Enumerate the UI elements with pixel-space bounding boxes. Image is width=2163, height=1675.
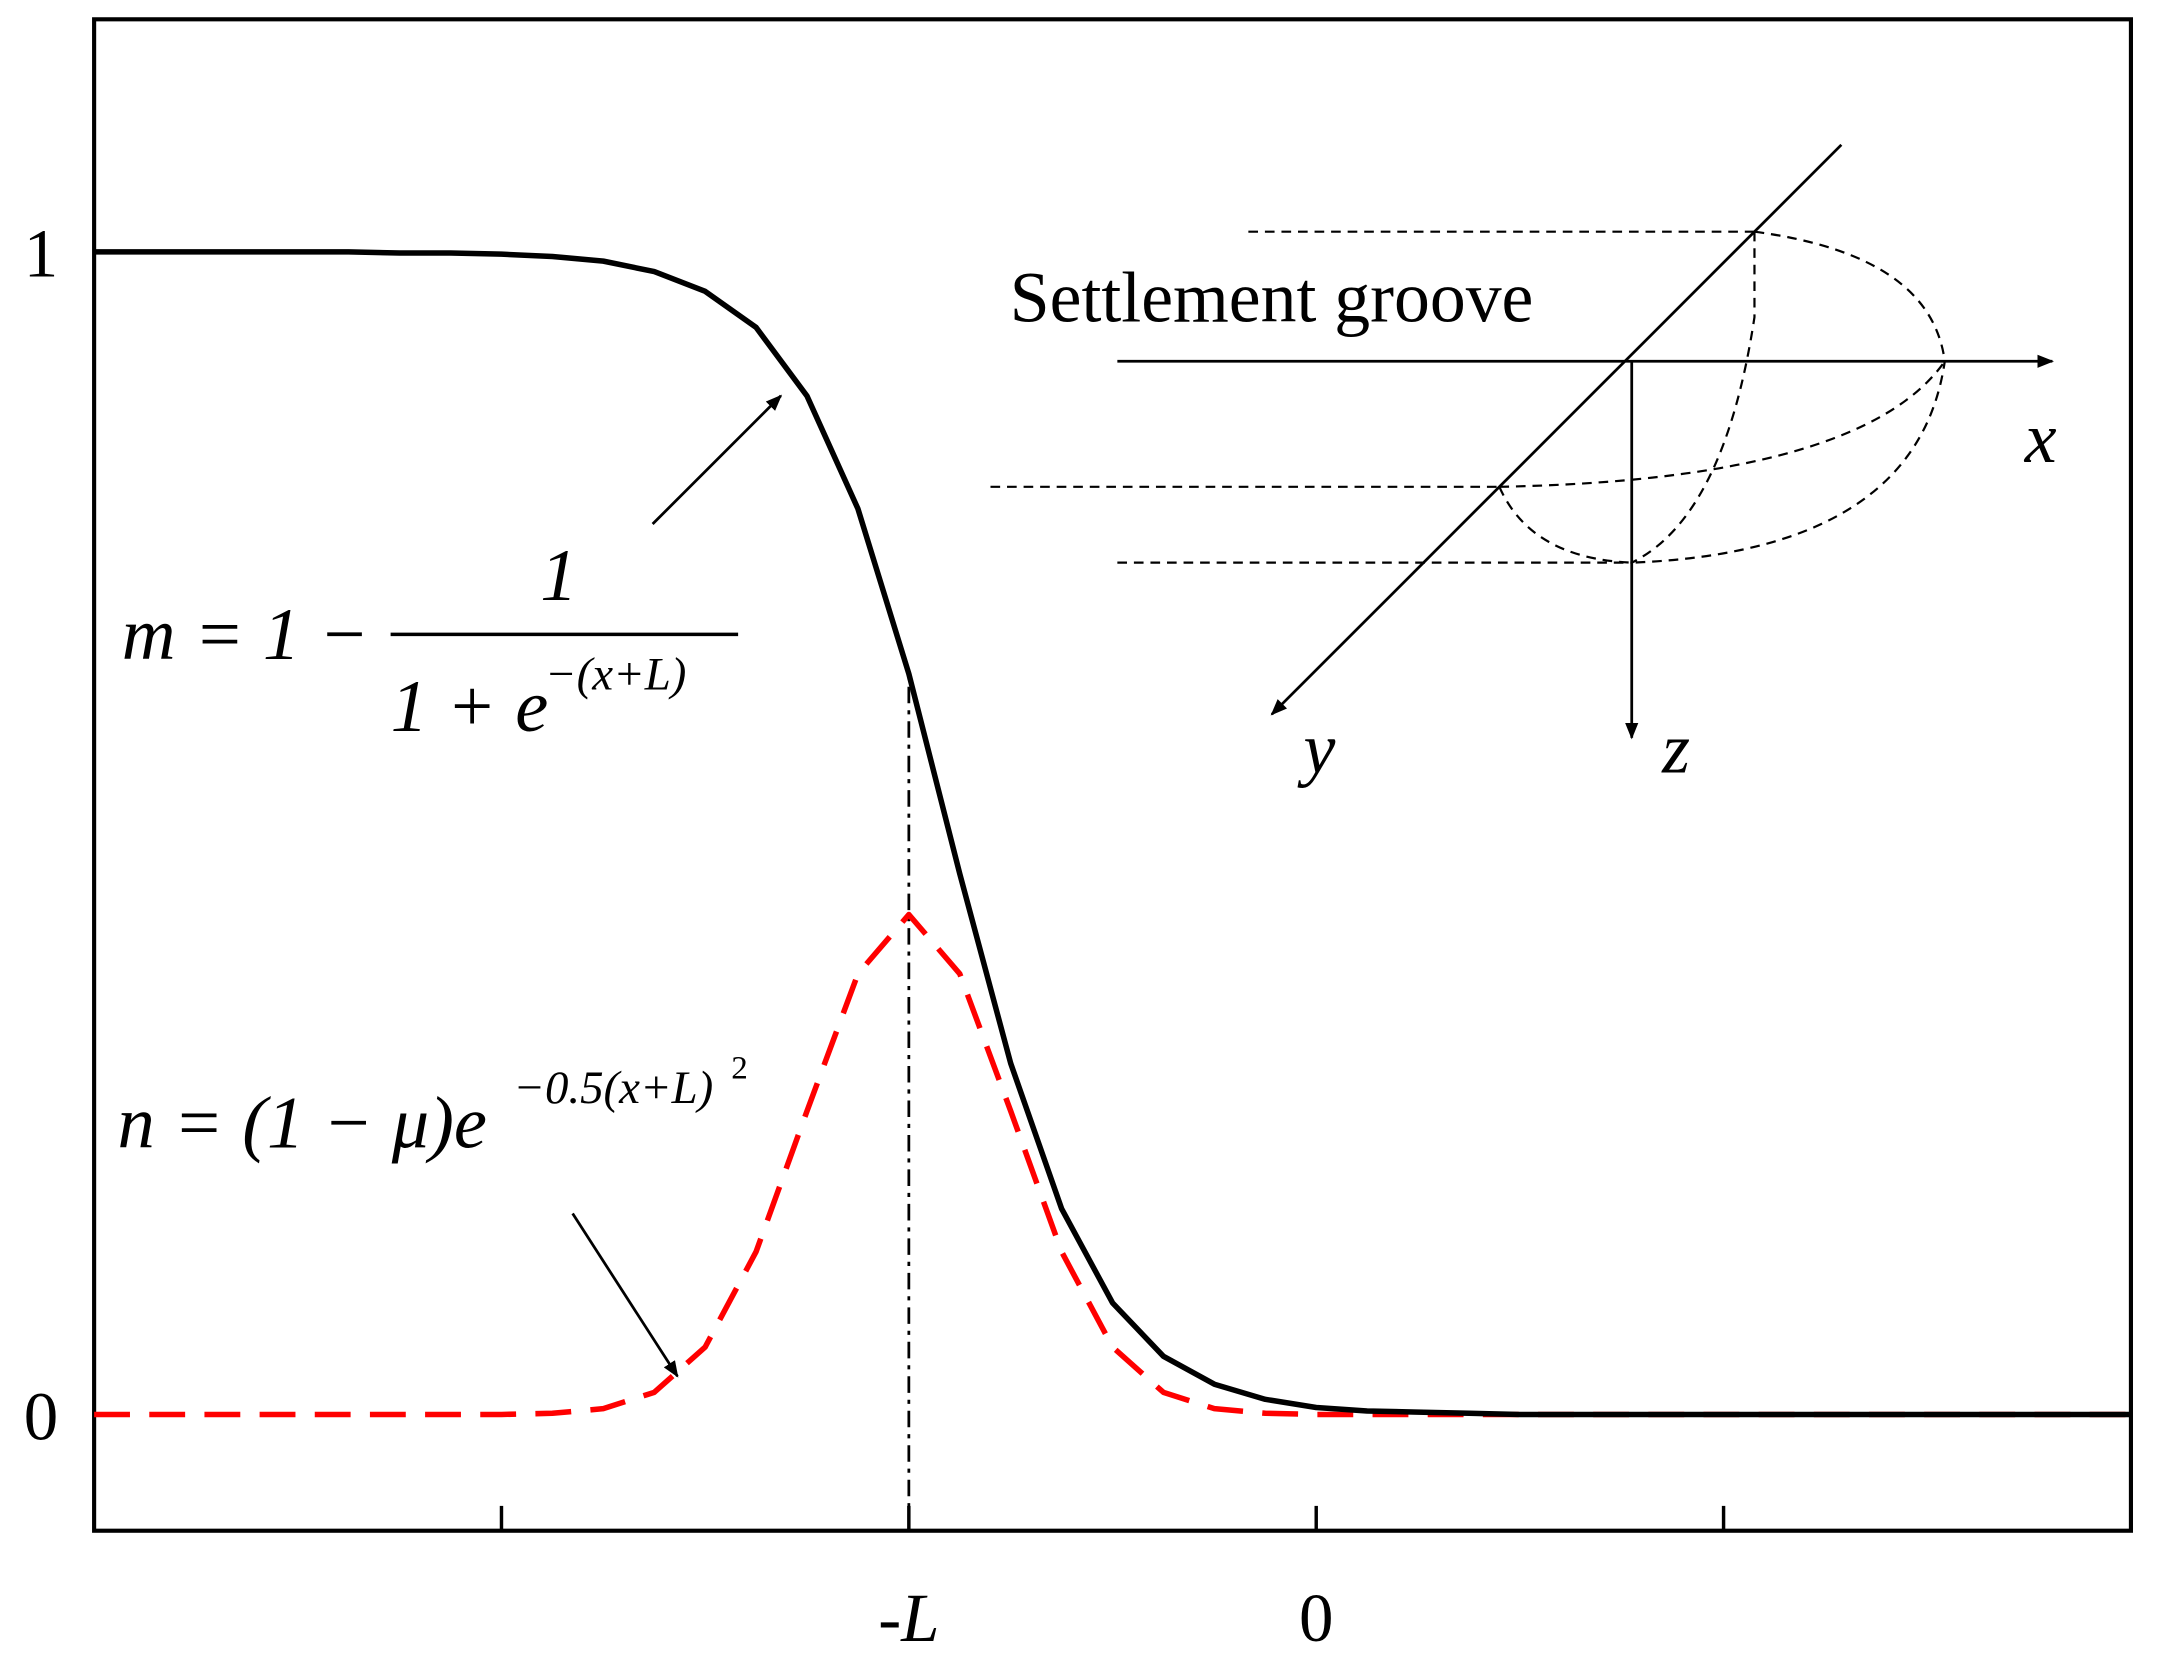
x-tick-label: -L	[878, 1580, 939, 1656]
plot-frame	[92, 17, 2134, 1533]
groove-outline	[1631, 231, 1756, 564]
inset-axis-label: x	[2024, 398, 2057, 478]
formula-exponent: −0.5(x+L)	[513, 1062, 713, 1114]
inset-diagram: Settlement groove x y z	[990, 143, 2057, 788]
series-line	[94, 911, 2131, 1418]
n-formula: n = (1 − μ)e −0.5(x+L) 2	[118, 1050, 748, 1378]
y-tick-label: 0	[24, 1378, 58, 1454]
formula-denominator: 1 + e	[391, 666, 549, 748]
x-tick-label: 0	[1299, 1580, 1333, 1656]
formula-lhs: m = 1 −	[122, 594, 369, 676]
formula-main: n = (1 − μ)e	[118, 1082, 487, 1164]
groove-outline	[1499, 360, 1946, 488]
formula-exponent: −(x+L)	[545, 649, 686, 701]
m-formula: m = 1 − 1 1 + e −(x+L)	[122, 394, 783, 748]
series-line	[94, 249, 2131, 1418]
pointer-arrow	[651, 394, 783, 526]
groove-outline	[1498, 361, 1946, 564]
inset-y-axis	[1270, 143, 1843, 716]
inset-axis-label: y	[1298, 708, 1336, 788]
inset-axis-label: z	[1661, 708, 1690, 788]
formula-power: 2	[731, 1050, 748, 1086]
formula-numerator: 1	[540, 535, 577, 617]
groove-outline	[1754, 230, 1946, 362]
inset-title: Settlement groove	[1010, 257, 1534, 337]
y-tick-label: 1	[24, 216, 58, 292]
pointer-arrow	[571, 1212, 679, 1378]
